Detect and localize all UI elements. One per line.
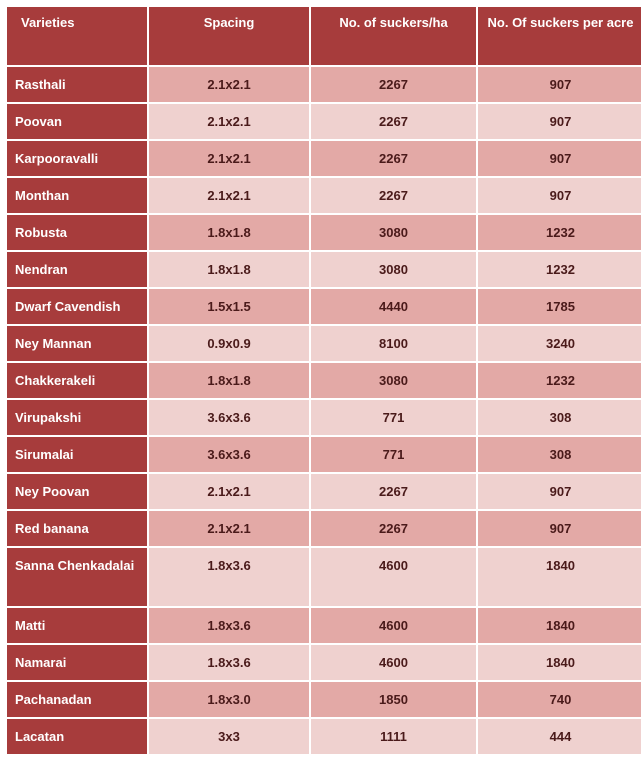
cell-variety: Dwarf Cavendish	[7, 289, 147, 324]
col-header-suckers-ha: No. of suckers/ha	[311, 7, 476, 65]
table-row: Karpooravalli2.1x2.12267907	[7, 141, 641, 176]
cell-suckers-acre: 444	[478, 719, 641, 754]
table-row: Pachanadan1.8x3.01850740	[7, 682, 641, 717]
table-row: Chakkerakeli1.8x1.830801232	[7, 363, 641, 398]
table-row: Dwarf Cavendish1.5x1.544401785	[7, 289, 641, 324]
cell-suckers-ha: 8100	[311, 326, 476, 361]
cell-suckers-acre: 1232	[478, 252, 641, 287]
cell-suckers-acre: 907	[478, 511, 641, 546]
cell-suckers-acre: 1840	[478, 548, 641, 606]
cell-variety: Red banana	[7, 511, 147, 546]
cell-suckers-ha: 3080	[311, 363, 476, 398]
cell-variety: Poovan	[7, 104, 147, 139]
cell-suckers-ha: 1111	[311, 719, 476, 754]
cell-suckers-acre: 907	[478, 141, 641, 176]
cell-variety: Monthan	[7, 178, 147, 213]
table-row: Ney Mannan0.9x0.981003240	[7, 326, 641, 361]
cell-variety: Sanna Chenkadalai	[7, 548, 147, 606]
cell-spacing: 1.8x3.6	[149, 548, 309, 606]
cell-suckers-acre: 1840	[478, 645, 641, 680]
cell-variety: Matti	[7, 608, 147, 643]
cell-suckers-acre: 740	[478, 682, 641, 717]
cell-spacing: 2.1x2.1	[149, 474, 309, 509]
cell-spacing: 1.8x1.8	[149, 215, 309, 250]
cell-suckers-ha: 771	[311, 400, 476, 435]
table-row: Sanna Chenkadalai1.8x3.646001840	[7, 548, 641, 606]
cell-variety: Pachanadan	[7, 682, 147, 717]
table-row: Poovan2.1x2.12267907	[7, 104, 641, 139]
table-row: Matti1.8x3.646001840	[7, 608, 641, 643]
cell-variety: Nendran	[7, 252, 147, 287]
table-row: Lacatan3x31111444	[7, 719, 641, 754]
cell-suckers-ha: 1850	[311, 682, 476, 717]
table-row: Nendran1.8x1.830801232	[7, 252, 641, 287]
table-row: Virupakshi3.6x3.6771308	[7, 400, 641, 435]
cell-variety: Sirumalai	[7, 437, 147, 472]
cell-suckers-ha: 2267	[311, 178, 476, 213]
cell-suckers-acre: 3240	[478, 326, 641, 361]
varieties-table: Varieties Spacing No. of suckers/ha No. …	[5, 5, 641, 756]
cell-variety: Virupakshi	[7, 400, 147, 435]
cell-variety: Robusta	[7, 215, 147, 250]
cell-suckers-acre: 907	[478, 474, 641, 509]
cell-suckers-acre: 907	[478, 104, 641, 139]
table-row: Red banana2.1x2.12267907	[7, 511, 641, 546]
cell-variety: Ney Poovan	[7, 474, 147, 509]
cell-spacing: 1.8x1.8	[149, 252, 309, 287]
cell-variety: Lacatan	[7, 719, 147, 754]
cell-spacing: 1.8x1.8	[149, 363, 309, 398]
cell-suckers-ha: 4600	[311, 608, 476, 643]
cell-spacing: 1.8x3.6	[149, 608, 309, 643]
cell-spacing: 3.6x3.6	[149, 437, 309, 472]
cell-spacing: 2.1x2.1	[149, 67, 309, 102]
col-header-suckers-acre: No. Of suckers per acre	[478, 7, 641, 65]
cell-suckers-ha: 2267	[311, 104, 476, 139]
cell-spacing: 2.1x2.1	[149, 178, 309, 213]
cell-spacing: 3.6x3.6	[149, 400, 309, 435]
cell-spacing: 3x3	[149, 719, 309, 754]
cell-suckers-ha: 4440	[311, 289, 476, 324]
cell-spacing: 1.8x3.0	[149, 682, 309, 717]
cell-spacing: 1.8x3.6	[149, 645, 309, 680]
cell-variety: Karpooravalli	[7, 141, 147, 176]
table-row: Namarai1.8x3.646001840	[7, 645, 641, 680]
cell-suckers-ha: 771	[311, 437, 476, 472]
cell-variety: Ney Mannan	[7, 326, 147, 361]
cell-suckers-acre: 1232	[478, 363, 641, 398]
cell-suckers-ha: 2267	[311, 474, 476, 509]
cell-suckers-acre: 1840	[478, 608, 641, 643]
table-row: Ney Poovan2.1x2.12267907	[7, 474, 641, 509]
cell-suckers-ha: 3080	[311, 252, 476, 287]
cell-suckers-ha: 2267	[311, 511, 476, 546]
cell-suckers-acre: 308	[478, 400, 641, 435]
cell-variety: Namarai	[7, 645, 147, 680]
cell-suckers-acre: 308	[478, 437, 641, 472]
cell-suckers-ha: 2267	[311, 67, 476, 102]
cell-suckers-acre: 1232	[478, 215, 641, 250]
table-row: Robusta1.8x1.830801232	[7, 215, 641, 250]
cell-spacing: 0.9x0.9	[149, 326, 309, 361]
col-header-varieties: Varieties	[7, 7, 147, 65]
cell-spacing: 2.1x2.1	[149, 511, 309, 546]
col-header-spacing: Spacing	[149, 7, 309, 65]
cell-spacing: 1.5x1.5	[149, 289, 309, 324]
cell-suckers-ha: 4600	[311, 548, 476, 606]
cell-spacing: 2.1x2.1	[149, 141, 309, 176]
table-header-row: Varieties Spacing No. of suckers/ha No. …	[7, 7, 641, 65]
cell-suckers-acre: 907	[478, 67, 641, 102]
cell-suckers-ha: 3080	[311, 215, 476, 250]
cell-variety: Chakkerakeli	[7, 363, 147, 398]
table-row: Rasthali2.1x2.12267907	[7, 67, 641, 102]
cell-suckers-acre: 907	[478, 178, 641, 213]
table-row: Monthan2.1x2.12267907	[7, 178, 641, 213]
cell-suckers-ha: 4600	[311, 645, 476, 680]
table-row: Sirumalai3.6x3.6771308	[7, 437, 641, 472]
cell-variety: Rasthali	[7, 67, 147, 102]
cell-spacing: 2.1x2.1	[149, 104, 309, 139]
cell-suckers-acre: 1785	[478, 289, 641, 324]
cell-suckers-ha: 2267	[311, 141, 476, 176]
